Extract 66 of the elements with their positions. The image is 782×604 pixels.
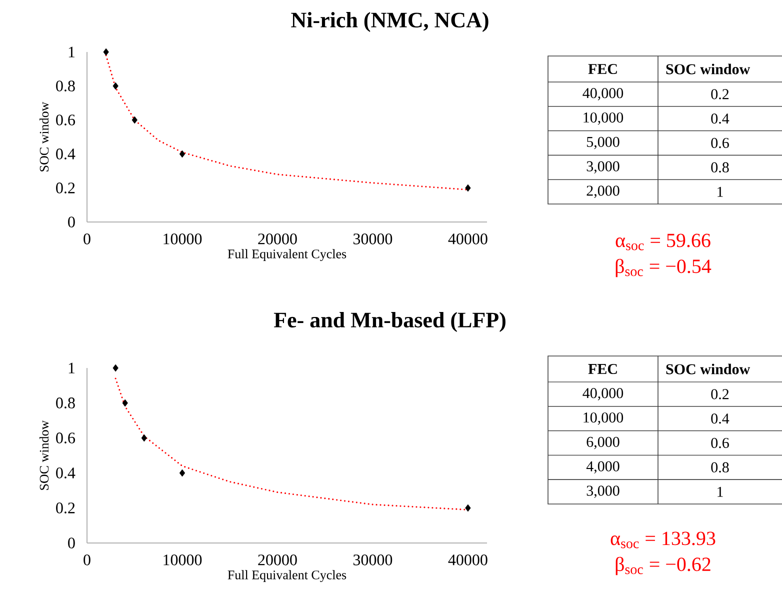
y-tick-label: 0.4 [56,148,76,160]
chart-title: Ni-rich (NMC, NCA) [291,12,488,32]
text: 5,000 [587,136,620,150]
x-tick-label: 10000 [164,234,202,244]
x-tick-label: 40000 [448,234,488,244]
y-tick-label: 0.2 [56,502,75,514]
text: 10,000 [584,412,624,425]
text: 1 [718,186,723,197]
text: 6,000 [586,436,620,450]
x-tick-label: 20000 [258,554,297,566]
x-tick-label: 30000 [353,554,392,566]
text: 0.8 [711,462,729,472]
text: 2,000 [586,186,620,198]
x-tick-label: 10000 [164,554,202,566]
y-tick-label: 0.6 [56,432,75,444]
x-axis-title: Full Equivalent Cycles [228,249,346,262]
text: β$_{soc}$ = −0.54 [616,258,712,278]
point [112,364,118,372]
y-tick-label: 0.8 [56,80,75,92]
y-axis-title: SOC window [39,420,49,490]
point [122,399,128,407]
text: 0.8 [711,162,729,172]
text: SOC window [666,364,750,374]
text: 1 [718,486,723,497]
point [103,48,109,56]
text: 0.6 [711,138,729,148]
text: β$_{soc}$ = −0.62 [616,556,710,576]
text: 40,000 [582,88,624,100]
y-tick-label: 0.8 [56,398,75,408]
text: 4,000 [586,461,620,474]
text: FEC [588,364,617,374]
y-tick-label: 0 [68,538,75,548]
chart-title: Fe- and Mn-based (LFP) [274,312,506,332]
text: 40,000 [582,388,624,400]
x-tick-label: 30000 [353,234,392,244]
y-tick-label: 0 [68,216,75,228]
text: 0.4 [711,113,730,124]
x-tick-label: 40000 [448,554,488,566]
text: SOC window [666,64,750,74]
point [179,150,186,158]
point [141,434,147,442]
text: 0.4 [711,413,730,424]
text: 3,000 [586,161,620,174]
y-tick-label: 0.4 [56,468,76,478]
point [179,469,186,477]
point [465,184,471,192]
point [465,504,471,512]
y-tick-label: 1 [68,362,75,374]
text: 3,000 [586,486,620,498]
y-tick-label: 1 [68,46,75,58]
text: FEC [588,64,617,74]
text: α$_{soc}$ = 133.93 [610,532,716,548]
y-tick-label: 0.2 [56,182,75,194]
y-tick-label: 0.6 [56,114,75,126]
x-tick-label: 0 [84,234,90,244]
text: α$_{soc}$ = 59.66 [616,234,710,250]
text: 10,000 [584,112,624,125]
text: 0.2 [711,389,729,400]
x-tick-label: 0 [84,554,90,566]
point [132,116,138,124]
y-axis-title: SOC window [39,102,49,172]
point [112,82,118,90]
x-tick-label: 20000 [258,234,297,244]
text: 0.6 [711,438,729,448]
x-axis-title: Full Equivalent Cycles [228,570,346,582]
text: 0.2 [711,89,729,100]
